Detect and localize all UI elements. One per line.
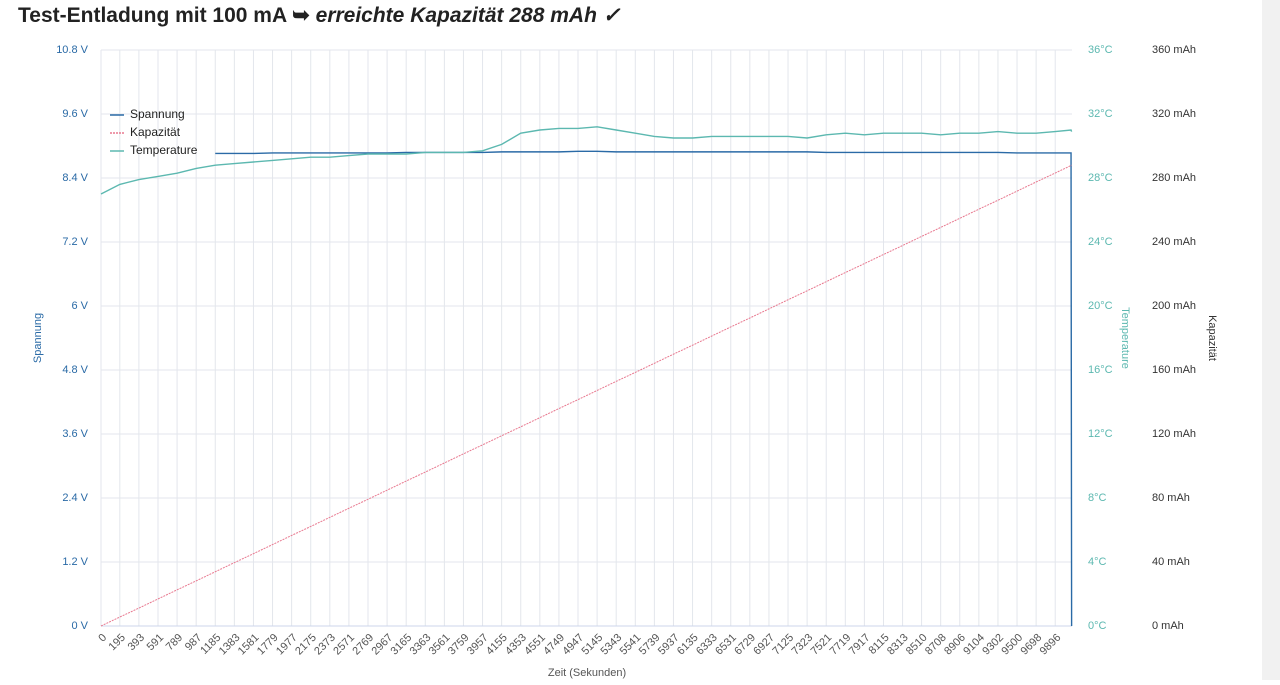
- y3-tick-label: 0 mAh: [1152, 620, 1184, 632]
- x-tick-label: 2967: [369, 632, 395, 658]
- x-tick-label: 8708: [923, 632, 949, 658]
- x-tick-label: 5343: [599, 632, 625, 658]
- x-tick-label: 5541: [618, 632, 644, 658]
- x-tick-label: 4947: [560, 632, 586, 658]
- legend: Spannung Kapazität Temperature: [110, 107, 198, 157]
- y2-tick-label: 36°C: [1088, 44, 1113, 56]
- y2-tick-label: 4°C: [1088, 556, 1107, 568]
- x-tick-label: 7125: [770, 632, 796, 658]
- x-tick-label: 6531: [713, 632, 739, 658]
- x-tick-label: 789: [164, 632, 185, 653]
- series-line: [215, 150, 1073, 627]
- y2-tick-label: 32°C: [1088, 108, 1113, 120]
- y3-axis-title: Kapazität: [1206, 315, 1218, 361]
- x-tick-label: 7521: [809, 632, 835, 658]
- y3-tick-label: 120 mAh: [1152, 428, 1196, 440]
- x-tick-label: 3363: [408, 632, 434, 658]
- x-tick-label: 1383: [217, 632, 243, 658]
- y-tick-label: 4.8 V: [62, 364, 88, 376]
- x-tick-label: 4749: [541, 632, 567, 658]
- y3-tick-label: 280 mAh: [1152, 172, 1196, 184]
- legend-label: Spannung: [130, 107, 185, 121]
- y2-tick-label: 8°C: [1088, 492, 1107, 504]
- y3-tick-label: 200 mAh: [1152, 300, 1196, 312]
- y-tick-label: 1.2 V: [62, 556, 88, 568]
- x-axis-title: Zeit (Sekunden): [548, 667, 626, 679]
- y-tick-label: 6 V: [71, 300, 88, 312]
- x-tick-label: 1581: [236, 632, 262, 658]
- y-tick-label: 8.4 V: [62, 172, 88, 184]
- x-tick-label: 2175: [293, 632, 319, 658]
- x-tick-label: 8510: [904, 632, 930, 658]
- x-tick-label: 9500: [999, 632, 1025, 658]
- x-tick-label: 6927: [751, 632, 777, 658]
- series-line: [100, 126, 1073, 195]
- x-tick-label: 9104: [961, 632, 987, 658]
- x-tick-label: 4155: [484, 632, 510, 658]
- x-tick-label: 6135: [675, 632, 701, 658]
- y-tick-label: 0 V: [71, 620, 88, 632]
- x-tick-label: 6729: [732, 632, 758, 658]
- side-strip: [1262, 0, 1280, 680]
- legend-label: Kapazität: [130, 125, 181, 139]
- y-tick-label: 7.2 V: [62, 236, 88, 248]
- x-tick-label: 2571: [331, 632, 357, 658]
- x-tick-label: 9302: [980, 632, 1006, 658]
- x-tick-label: 8313: [885, 632, 911, 658]
- y2-tick-label: 0°C: [1088, 620, 1107, 632]
- x-tick-label: 9698: [1019, 632, 1045, 658]
- x-tick-label: 393: [126, 632, 147, 653]
- y2-axis-title: Temperature: [1119, 307, 1131, 369]
- y3-tick-label: 320 mAh: [1152, 108, 1196, 120]
- x-tick-label: 9896: [1038, 632, 1064, 658]
- y2-tick-label: 28°C: [1088, 172, 1113, 184]
- y-tick-label: 3.6 V: [62, 428, 88, 440]
- x-tick-label: 5937: [656, 632, 682, 658]
- y-tick-label: 2.4 V: [62, 492, 88, 504]
- y3-tick-label: 80 mAh: [1152, 492, 1190, 504]
- x-tick-label: 591: [145, 632, 166, 653]
- x-tick-label: 4551: [522, 632, 548, 658]
- legend-label: Temperature: [130, 143, 198, 157]
- title-highlight: erreichte Kapazität 288 mAh ✓: [316, 4, 621, 27]
- x-tick-label: 1977: [274, 632, 300, 658]
- y3-tick-label: 160 mAh: [1152, 364, 1196, 376]
- x-tick-label: 3957: [465, 632, 491, 658]
- title-main: Test-Entladung mit 100 mA ➥: [18, 4, 310, 27]
- y3-tick-label: 40 mAh: [1152, 556, 1190, 568]
- x-tick-label: 195: [107, 632, 128, 653]
- x-tick-label: 3561: [427, 632, 453, 658]
- x-tick-label: 6333: [694, 632, 720, 658]
- x-tick-label: 2769: [350, 632, 376, 658]
- y3-tick-label: 240 mAh: [1152, 236, 1196, 248]
- y-tick-label: 9.6 V: [62, 108, 88, 120]
- x-tick-label: 5145: [579, 632, 605, 658]
- y2-tick-label: 12°C: [1088, 428, 1113, 440]
- x-tick-label: 3759: [446, 632, 472, 658]
- series-line: [100, 164, 1072, 627]
- x-tick-label: 5739: [637, 632, 663, 658]
- x-tick-label: 4353: [503, 632, 529, 658]
- y-tick-label: 10.8 V: [56, 44, 88, 56]
- y-axis-title: Spannung: [32, 313, 44, 363]
- y2-tick-label: 20°C: [1088, 300, 1113, 312]
- y3-tick-label: 360 mAh: [1152, 44, 1196, 56]
- chart-title: Test-Entladung mit 100 mA ➥ erreichte Ka…: [18, 4, 621, 27]
- x-tick-label: 8906: [942, 632, 968, 658]
- x-tick-label: 7323: [789, 632, 815, 658]
- y2-tick-label: 16°C: [1088, 364, 1113, 376]
- x-tick-label: 2373: [312, 632, 338, 658]
- x-tick-label: 7917: [847, 632, 873, 658]
- y2-tick-label: 24°C: [1088, 236, 1113, 248]
- x-tick-label: 1779: [255, 632, 281, 658]
- x-tick-label: 3165: [389, 632, 415, 658]
- x-tick-label: 7719: [828, 632, 854, 658]
